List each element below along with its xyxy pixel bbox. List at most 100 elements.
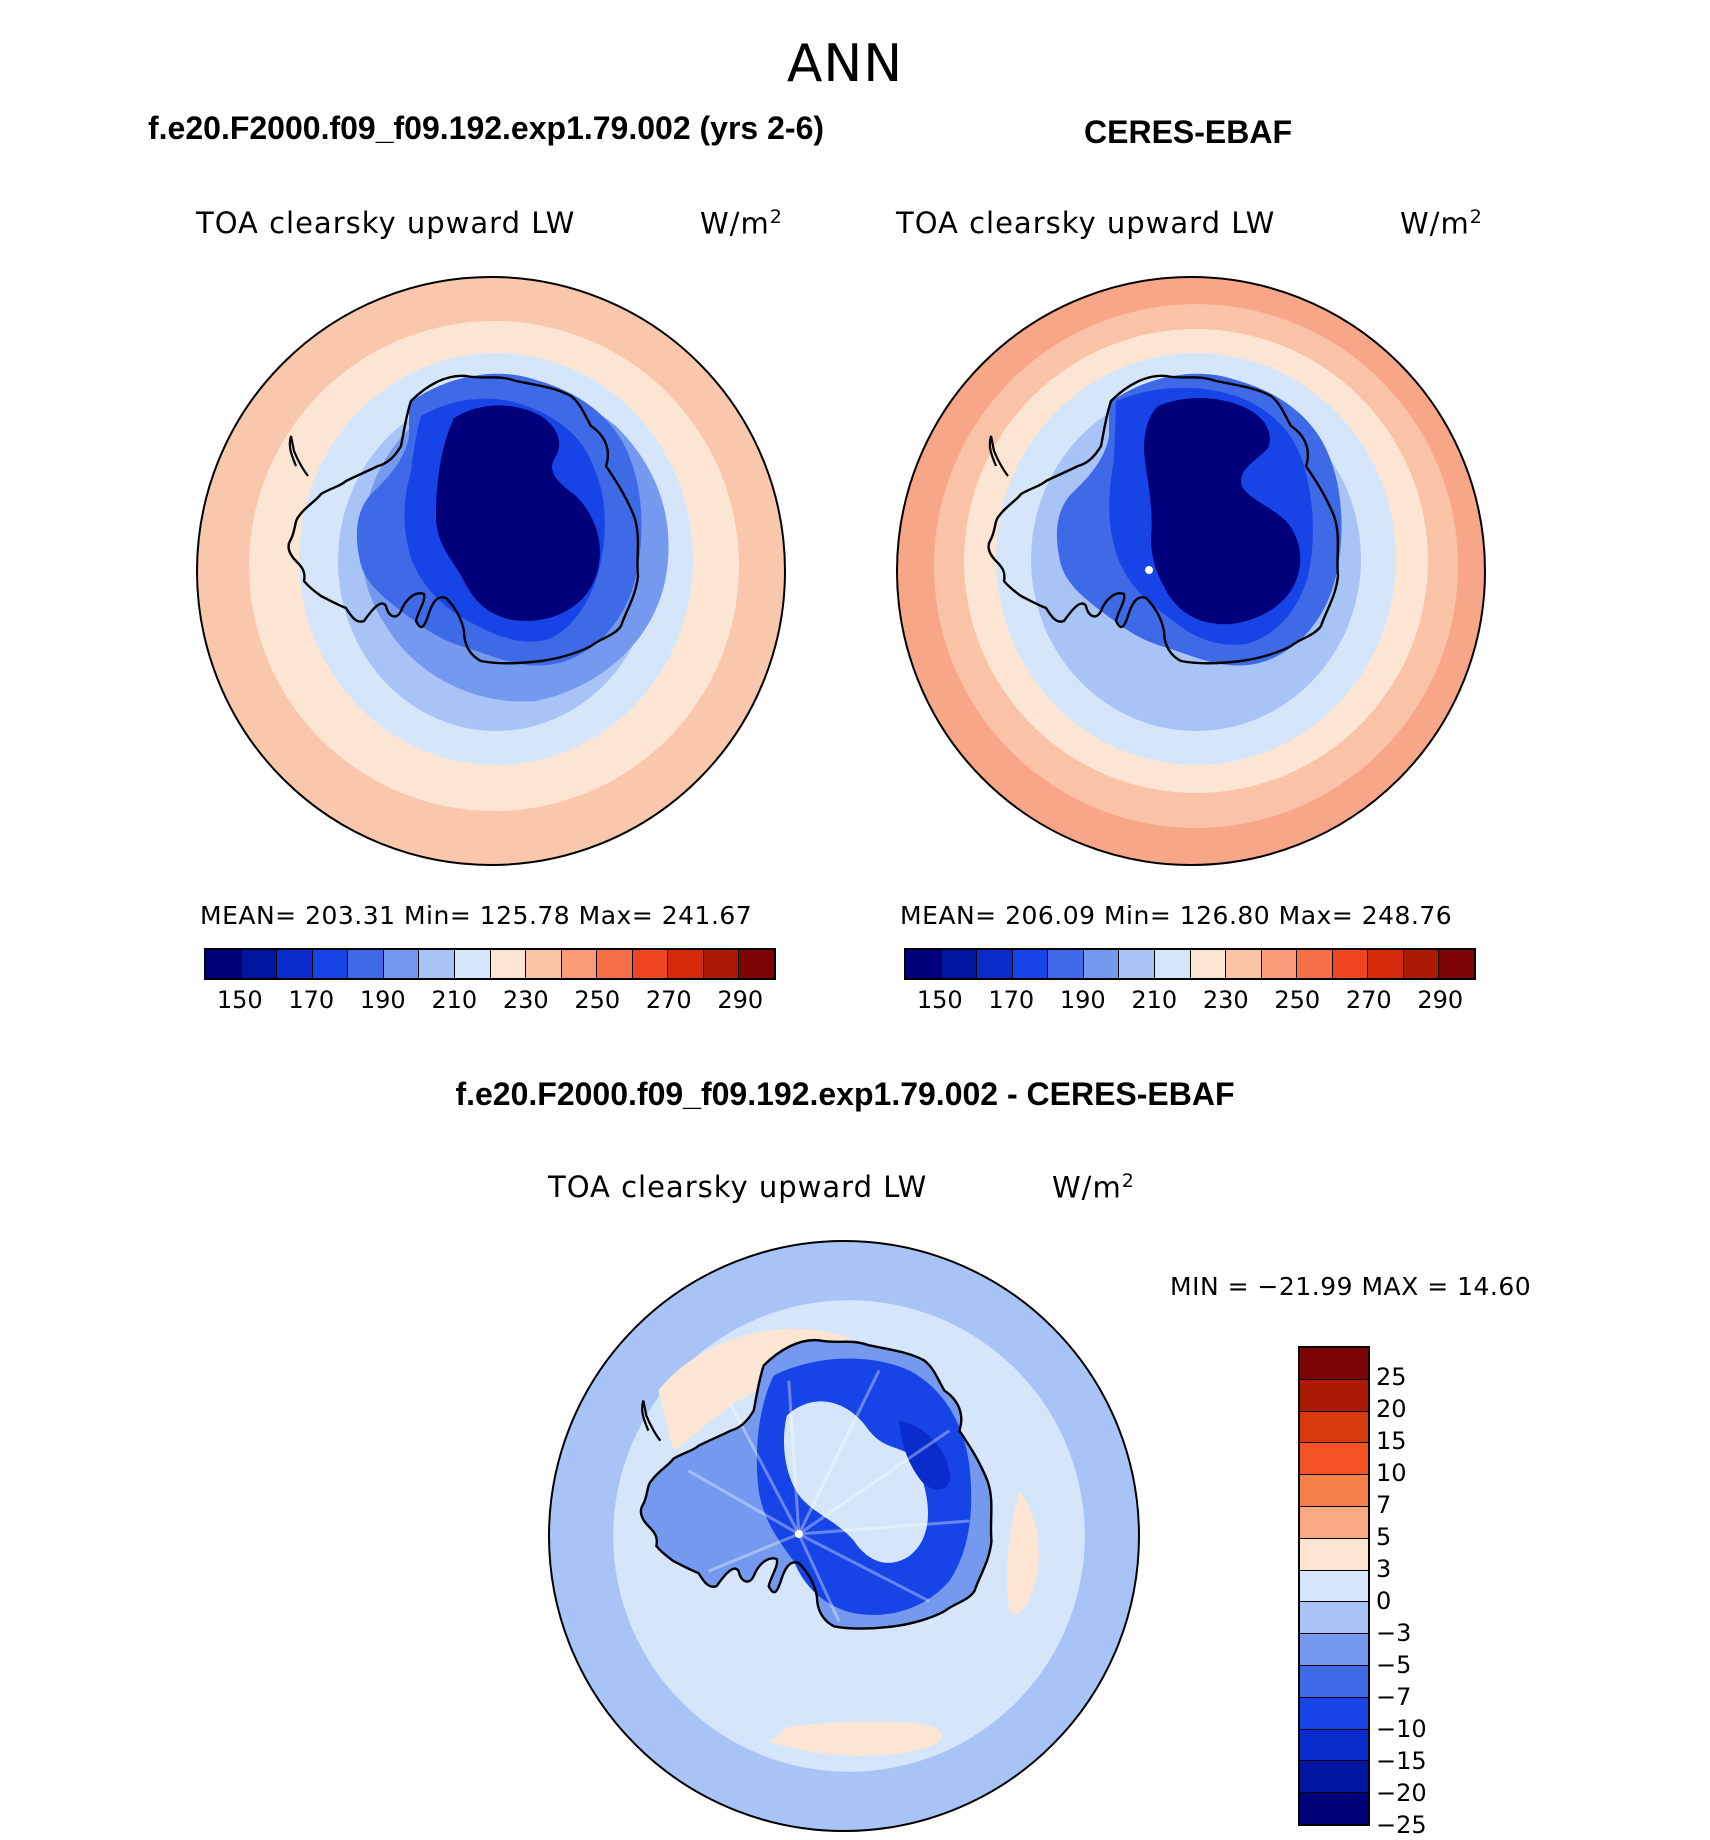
diff-colorbar-swatch bbox=[1300, 1665, 1368, 1698]
test-stats-label: MEAN= 203.31 Min= 125.78 Max= 241.67 bbox=[200, 901, 753, 930]
obs-colorbar bbox=[904, 948, 1476, 980]
test-south-america-tip bbox=[205, 425, 220, 447]
diff-colorbar-swatch bbox=[1300, 1348, 1368, 1380]
diff-units-label: W/m2 bbox=[1052, 1170, 1135, 1205]
test-colorbar-tick-label: 150 bbox=[216, 986, 263, 1014]
obs-colorbar-swatch bbox=[941, 950, 978, 978]
obs-colorbar-tick-label: 150 bbox=[916, 986, 963, 1014]
diff-patch-east bbox=[1007, 1490, 1039, 1614]
obs-units-exponent: 2 bbox=[1469, 206, 1483, 228]
diff-colorbar-swatch bbox=[1300, 1538, 1368, 1571]
diff-pole-hole bbox=[794, 1529, 803, 1539]
test-units-exponent: 2 bbox=[769, 206, 783, 228]
diff-colorbar-tick-label: 0 bbox=[1376, 1587, 1392, 1615]
test-colorbar-swatch bbox=[383, 950, 420, 978]
obs-colorbar-swatch bbox=[1190, 950, 1227, 978]
diff-polar-map bbox=[548, 1240, 1140, 1832]
obs-colorbar-swatch bbox=[1368, 950, 1404, 978]
diff-colorbar-tick-label: 15 bbox=[1376, 1427, 1407, 1455]
obs-colorbar-swatch bbox=[1154, 950, 1191, 978]
diff-colorbar-swatch bbox=[1300, 1793, 1368, 1824]
test-colorbar-swatch bbox=[668, 950, 704, 978]
obs-units-base: W/m bbox=[1400, 206, 1470, 241]
diff-colorbar-swatch bbox=[1300, 1411, 1368, 1444]
diff-radial-streaks bbox=[687, 1369, 970, 1622]
diff-peninsula-outline bbox=[641, 1400, 662, 1442]
diff-colorbar-swatch bbox=[1300, 1602, 1368, 1635]
test-polar-map bbox=[196, 276, 786, 866]
obs-units-label: W/m2 bbox=[1400, 206, 1483, 241]
test-colorbar-swatch bbox=[419, 950, 455, 978]
test-plateau bbox=[436, 405, 600, 621]
test-colorbar-tick-label: 290 bbox=[717, 986, 764, 1014]
diff-colorbar-tick-label: −7 bbox=[1376, 1683, 1412, 1711]
season-title: ANN bbox=[786, 34, 904, 94]
test-case-title: f.e20.F2000.f09_f09.192.exp1.79.002 (yrs… bbox=[148, 110, 825, 146]
test-colorbar-swatch bbox=[490, 950, 527, 978]
diff-colorbar-swatch bbox=[1300, 1570, 1368, 1603]
obs-antarctica-coastline bbox=[987, 374, 1340, 665]
obs-colorbar-swatch bbox=[977, 950, 1013, 978]
test-units-base: W/m bbox=[700, 206, 770, 241]
test-colorbar-swatch bbox=[277, 950, 313, 978]
diff-colorbar-tick-label: 25 bbox=[1376, 1363, 1407, 1391]
test-peninsula-outline bbox=[288, 435, 309, 477]
test-colorbar bbox=[204, 948, 776, 980]
obs-stats-label: MEAN= 206.09 Min= 126.80 Max= 248.76 bbox=[900, 901, 1453, 930]
obs-colorbar-tick-label: 250 bbox=[1274, 986, 1321, 1014]
test-colorbar-swatch bbox=[454, 950, 491, 978]
diff-south-america-tip bbox=[557, 1389, 572, 1412]
diff-plateau-pale bbox=[783, 1401, 929, 1563]
obs-colorbar-tick-label: 270 bbox=[1345, 986, 1392, 1014]
diff-colorbar bbox=[1298, 1346, 1370, 1826]
obs-south-america-tip bbox=[905, 425, 920, 447]
obs-colorbar-swatch bbox=[1048, 950, 1084, 978]
obs-peninsula-outline bbox=[988, 435, 1009, 477]
diff-colorbar-tick-label: −20 bbox=[1376, 1779, 1427, 1807]
diff-colorbar-swatch bbox=[1300, 1729, 1368, 1762]
diff-colorbar-tick-label: 20 bbox=[1376, 1395, 1407, 1423]
obs-polar-map bbox=[896, 276, 1486, 866]
diff-colorbar-tick-label: 10 bbox=[1376, 1459, 1407, 1487]
diff-colorbar-swatch bbox=[1300, 1634, 1368, 1666]
diff-colorbar-swatch bbox=[1300, 1379, 1368, 1412]
test-units-label: W/m2 bbox=[700, 206, 783, 241]
diff-colorbar-tick-label: 3 bbox=[1376, 1555, 1392, 1583]
test-colorbar-swatch bbox=[597, 950, 633, 978]
test-colorbar-tick-label: 190 bbox=[359, 986, 406, 1014]
diff-antarctica-coastline bbox=[639, 1338, 993, 1630]
test-colorbar-tick-label: 230 bbox=[502, 986, 549, 1014]
obs-colorbar-swatch bbox=[1439, 950, 1474, 978]
obs-colorbar-swatch bbox=[1332, 950, 1369, 978]
test-colorbar-swatch bbox=[561, 950, 598, 978]
obs-colorbar-tick-label: 210 bbox=[1131, 986, 1178, 1014]
obs-colorbar-tick-label: 290 bbox=[1417, 986, 1464, 1014]
diff-colorbar-tick-label: −25 bbox=[1376, 1811, 1427, 1839]
test-colorbar-tick-label: 270 bbox=[645, 986, 692, 1014]
obs-pole-hole bbox=[1145, 566, 1153, 574]
obs-colorbar-tick-label: 230 bbox=[1202, 986, 1249, 1014]
diff-colorbar-tick-label: −5 bbox=[1376, 1651, 1412, 1679]
diff-stats-label: MIN = −21.99 MAX = 14.60 bbox=[1170, 1272, 1532, 1301]
diff-map-border bbox=[548, 1240, 1140, 1832]
diff-title: f.e20.F2000.f09_f09.192.exp1.79.002 - CE… bbox=[455, 1076, 1235, 1112]
diff-colorbar-tick-label: −15 bbox=[1376, 1747, 1427, 1775]
obs-colorbar-swatch bbox=[1226, 950, 1262, 978]
test-map-border bbox=[196, 276, 786, 866]
test-colorbar-tick-label: 250 bbox=[574, 986, 621, 1014]
diff-colorbar-tick-label: −10 bbox=[1376, 1715, 1427, 1743]
obs-colorbar-tick-label: 170 bbox=[988, 986, 1035, 1014]
test-colorbar-swatch bbox=[348, 950, 384, 978]
obs-map-border bbox=[896, 276, 1486, 866]
diff-colorbar-swatch bbox=[1300, 1761, 1368, 1794]
test-colorbar-swatch bbox=[526, 950, 562, 978]
obs-title: CERES-EBAF bbox=[1084, 114, 1293, 150]
obs-colorbar-tick-label: 190 bbox=[1059, 986, 1106, 1014]
obs-colorbar-swatch bbox=[906, 950, 942, 978]
test-variable-label: TOA clearsky upward LW bbox=[196, 206, 576, 240]
diff-variable-label: TOA clearsky upward LW bbox=[548, 1170, 928, 1204]
diff-units-base: W/m bbox=[1052, 1170, 1122, 1205]
test-colorbar-swatch bbox=[241, 950, 278, 978]
obs-variable-label: TOA clearsky upward LW bbox=[896, 206, 1276, 240]
